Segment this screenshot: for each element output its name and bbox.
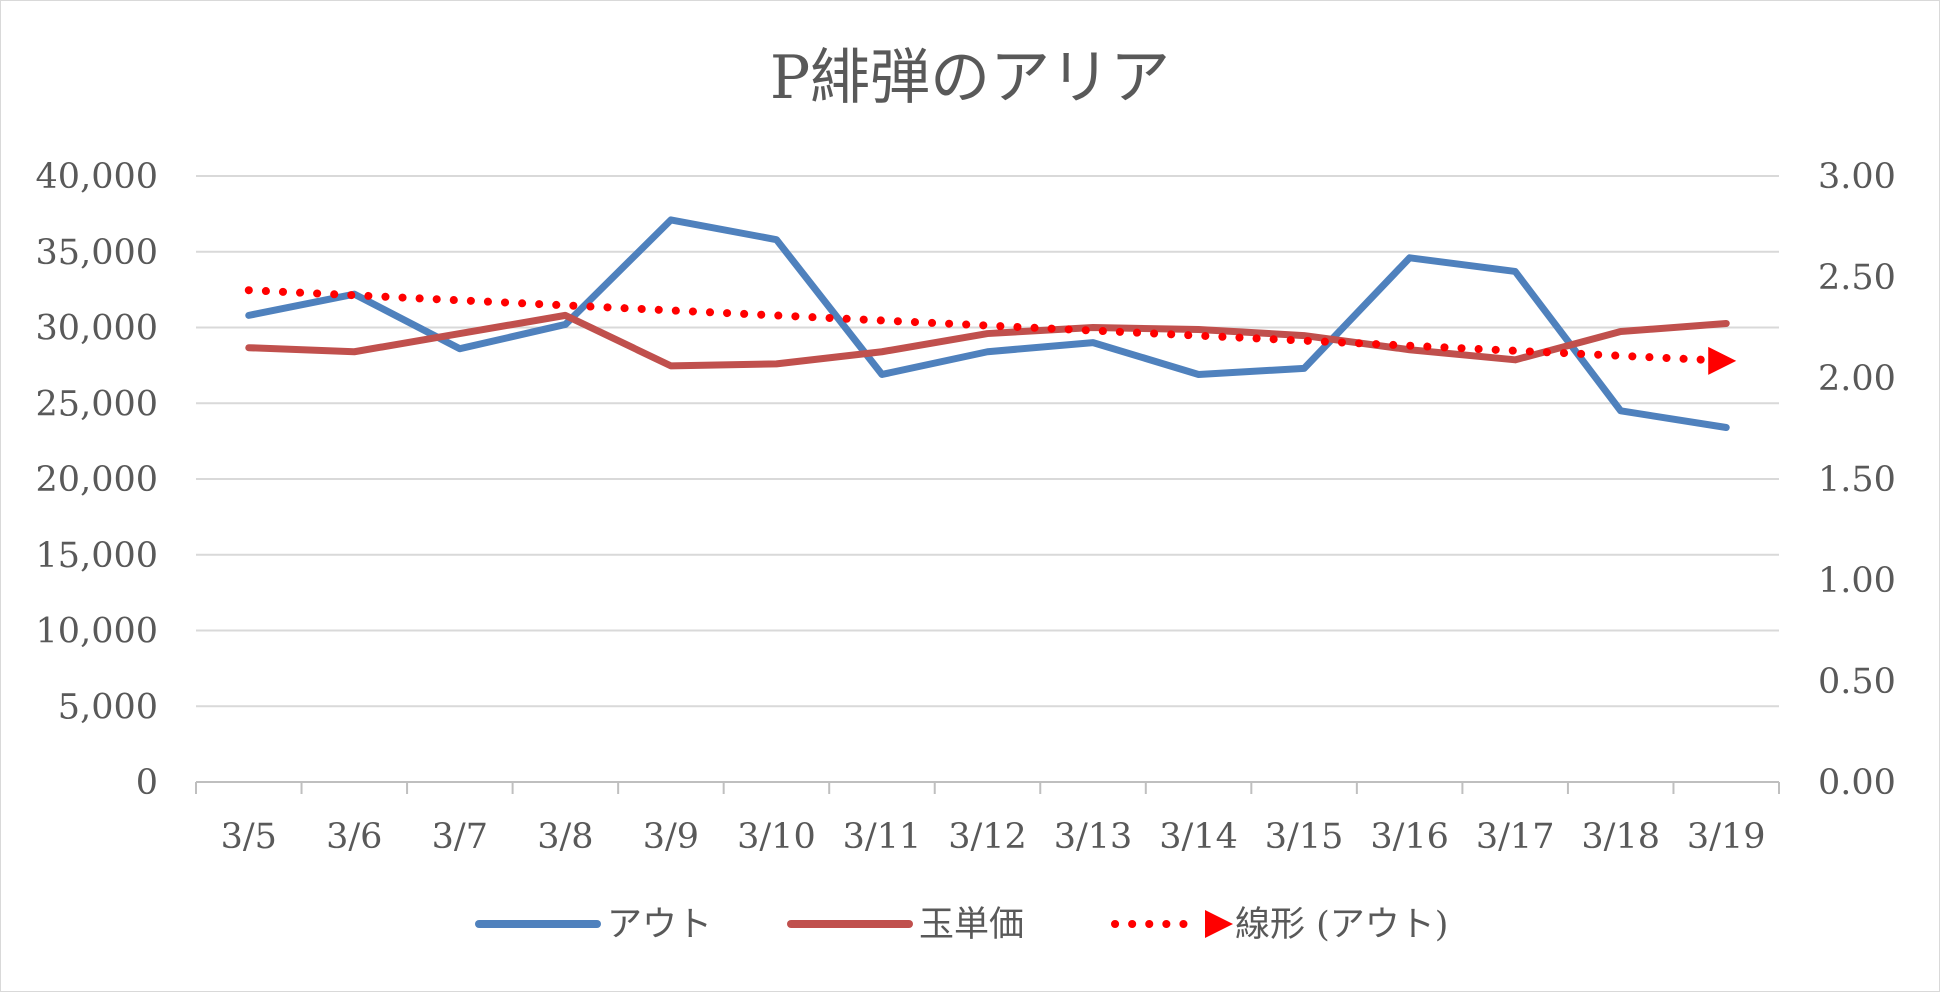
left-tick-label: 5,000	[58, 687, 158, 727]
legend-arrowhead	[1205, 910, 1233, 938]
x-tick-label: 3/19	[1687, 817, 1766, 857]
left-tick-label: 40,000	[36, 157, 158, 197]
x-tick-label: 3/18	[1581, 817, 1660, 857]
trendline-arrowhead	[1708, 346, 1737, 375]
chart-title: P緋弾のアリア	[770, 43, 1170, 113]
x-axis: 3/5 3/6 3/7 3/8 3/9 3/10 3/11 3/12 3/13 3/14 3/15 3…	[195, 781, 1780, 857]
x-tick-label: 3/17	[1476, 817, 1555, 857]
x-tick-label: 3/8	[537, 817, 593, 857]
x-tick-label: 3/16	[1370, 817, 1449, 857]
x-tick-label: 3/10	[737, 817, 816, 857]
right-tick-label: 1.00	[1818, 561, 1896, 601]
right-tick-label: 1.50	[1818, 460, 1896, 500]
left-tick-label: 30,000	[36, 309, 158, 349]
right-tick-label: 2.50	[1818, 258, 1896, 298]
left-axis: 0 5,000 10,000 15,000 20,000 25,000 30,000 35,0…	[36, 157, 158, 803]
legend-label: 線形 (アウト)	[1235, 905, 1448, 945]
right-axis: 0.00 0.50 1.00 1.50 2.00 2.50 3.00	[1818, 157, 1896, 803]
x-tick-label: 3/7	[432, 817, 488, 857]
legend-label: 玉単価	[919, 905, 1024, 945]
series-line	[245, 311, 1730, 370]
x-tick-label: 3/13	[1054, 817, 1133, 857]
trendline	[244, 286, 1713, 364]
gridlines	[196, 175, 1779, 708]
right-tick-label: 3.00	[1818, 157, 1896, 197]
x-tick-label: 3/5	[221, 817, 277, 857]
x-tick-label: 3/12	[948, 817, 1027, 857]
x-tick-label: 3/15	[1265, 817, 1344, 857]
legend: アウト 玉単価 線形 (アウト)	[475, 905, 1448, 945]
right-tick-label: 2.00	[1818, 359, 1896, 399]
left-tick-label: 20,000	[36, 460, 158, 500]
left-tick-label: 0	[136, 763, 158, 803]
legend-label: アウト	[607, 905, 712, 945]
left-tick-label: 25,000	[36, 384, 158, 424]
x-tick-label: 3/14	[1159, 817, 1238, 857]
x-tick-label: 3/6	[326, 817, 382, 857]
left-tick-label: 35,000	[36, 233, 158, 273]
right-tick-label: 0.00	[1818, 763, 1896, 803]
x-tick-label: 3/9	[643, 817, 699, 857]
x-tick-label: 3/11	[843, 817, 922, 857]
series-line	[245, 216, 1730, 431]
left-tick-label: 15,000	[36, 536, 158, 576]
right-tick-label: 0.50	[1818, 662, 1896, 702]
left-tick-label: 10,000	[36, 612, 158, 652]
series-lines	[244, 216, 1737, 431]
